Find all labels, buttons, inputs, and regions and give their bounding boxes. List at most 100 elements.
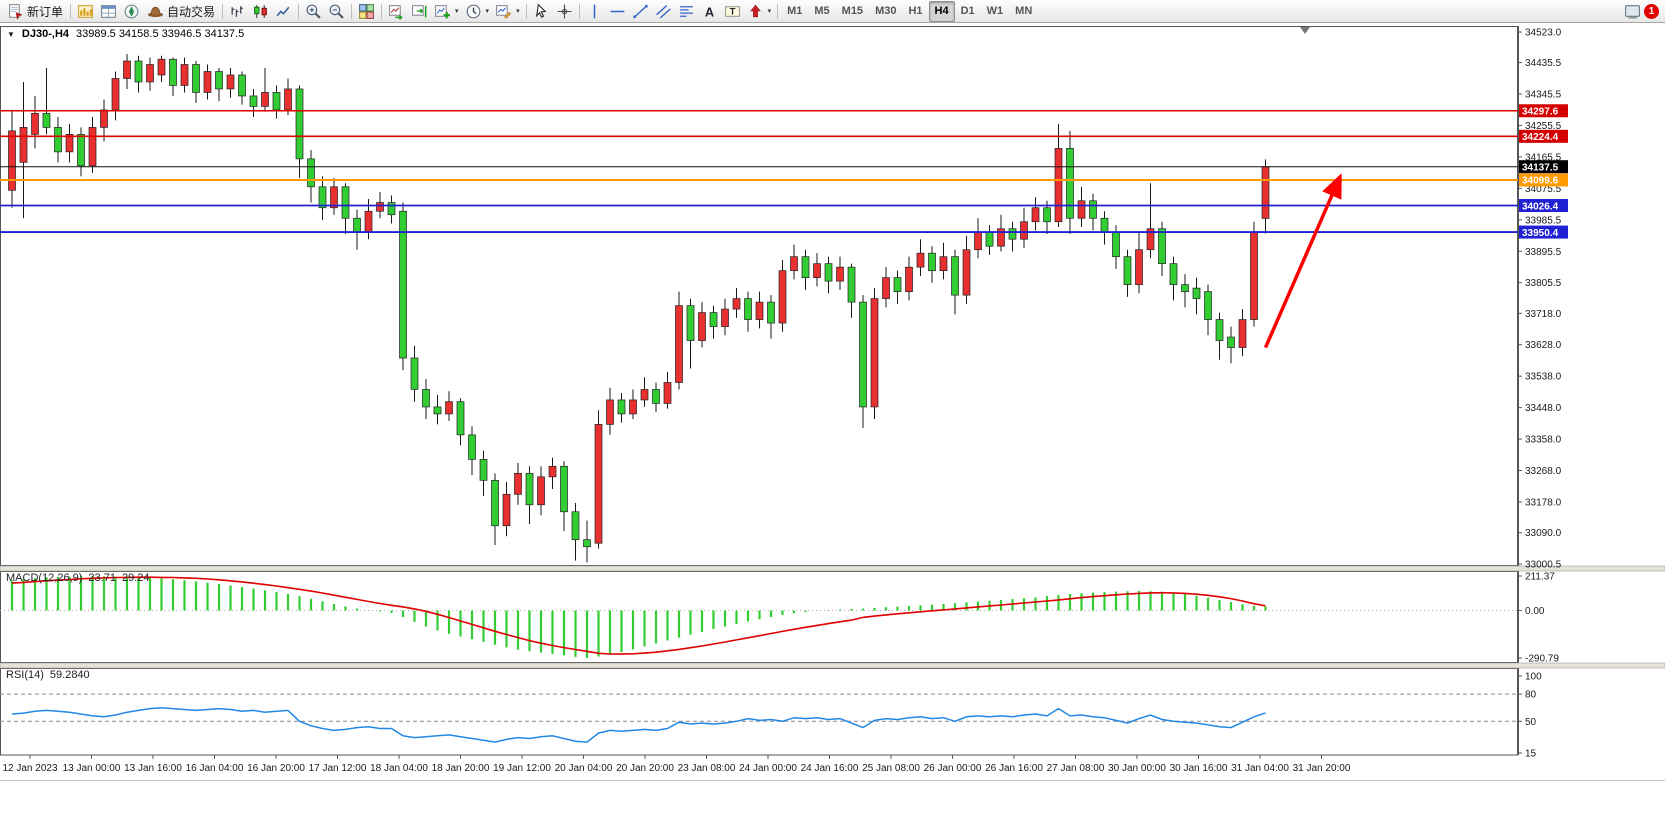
- candle-body: [652, 389, 660, 404]
- candle-body: [640, 389, 649, 401]
- candlestick-chart-button[interactable]: [249, 1, 272, 22]
- candle-body: [698, 312, 706, 341]
- price-axis-label: 34255.5: [1525, 121, 1562, 132]
- zoom-in-button[interactable]: [302, 1, 325, 22]
- timeframe-w1[interactable]: W1: [986, 5, 1004, 17]
- candle-body: [1008, 228, 1017, 240]
- vertical-line-button[interactable]: [583, 1, 606, 22]
- dropdown-icon[interactable]: ▾: [455, 8, 459, 15]
- periods-button[interactable]: ▾: [462, 1, 493, 22]
- arrow-annotation[interactable]: [1263, 173, 1342, 349]
- candle-body: [353, 217, 361, 233]
- dropdown-icon[interactable]: ▾: [485, 8, 490, 15]
- candle-body: [951, 256, 959, 296]
- rsi-label: RSI(14) 59.2840: [6, 669, 90, 681]
- candle-body: [1020, 221, 1028, 240]
- line-chart-button[interactable]: [272, 1, 295, 22]
- timeframe-m30[interactable]: M30: [875, 5, 897, 17]
- market-watch-icon: [78, 4, 93, 18]
- candle-body: [387, 202, 396, 216]
- data-window-icon: [101, 4, 116, 18]
- text-tool-button[interactable]: A: [698, 1, 721, 22]
- candle-body: [445, 401, 453, 415]
- auto-scroll-button[interactable]: [385, 1, 408, 22]
- toolbar-separator: [351, 3, 353, 19]
- svg-text:A: A: [704, 4, 713, 19]
- candle-body: [77, 134, 85, 167]
- time-axis-label: 12 Jan 2023: [2, 763, 57, 774]
- equidistant-channel-icon: [655, 4, 671, 18]
- rsi-title: RSI(14): [6, 669, 44, 681]
- candle-body: [583, 539, 591, 548]
- candle-body: [456, 401, 465, 436]
- data-window-button[interactable]: [97, 1, 120, 22]
- chart-shift-icon: [412, 4, 427, 17]
- timeframe-m1[interactable]: M1: [787, 5, 803, 17]
- time-axis-label: 18 Jan 04:00: [370, 763, 428, 774]
- indicators-button[interactable]: ▾: [431, 1, 462, 22]
- panel-splitter[interactable]: [0, 662, 1665, 669]
- chart-menu-icon[interactable]: ▼: [7, 29, 15, 39]
- candle-body: [1089, 200, 1097, 219]
- candle-body: [1169, 263, 1178, 285]
- cursor-icon: [535, 2, 546, 18]
- navigator-button[interactable]: [120, 1, 143, 22]
- macd-axis-label: -290.79: [1525, 654, 1559, 665]
- candle-body: [675, 305, 683, 383]
- new-order-button[interactable]: 新订单: [3, 1, 67, 22]
- toolbar-separator: [525, 3, 527, 19]
- candle-body: [1158, 228, 1166, 265]
- chart-shift-button[interactable]: [408, 1, 431, 22]
- horizontal-line-button[interactable]: [606, 1, 629, 22]
- market-watch-button[interactable]: [74, 1, 97, 22]
- price-axis-label: 33178.0: [1525, 497, 1562, 508]
- trendline-button[interactable]: [629, 1, 652, 22]
- timeframe-d1[interactable]: D1: [960, 5, 975, 17]
- candle-body: [399, 210, 407, 359]
- time-axis-label: 16 Jan 20:00: [247, 763, 305, 774]
- cursor-button[interactable]: [530, 1, 553, 22]
- candle-body: [376, 202, 384, 212]
- candle-body: [341, 186, 350, 219]
- price-axis-label: 34435.5: [1525, 58, 1562, 69]
- chart-canvas[interactable]: 34523.0 34435.5 34345.5 34255.5 34165.5 34075…: [0, 24, 1665, 832]
- svg-text:T: T: [729, 6, 735, 17]
- candle-body: [870, 298, 879, 408]
- new-order-label: 新订单: [27, 4, 64, 19]
- chart-symbol-title: DJ30-,H4: [21, 28, 69, 40]
- candle-body: [42, 113, 51, 128]
- candle-body: [905, 266, 913, 292]
- navigator-icon: [124, 4, 139, 18]
- templates-button[interactable]: ▾: [492, 1, 523, 22]
- timeframe-h1[interactable]: H1: [908, 5, 923, 17]
- timeframe-h4[interactable]: H4: [928, 0, 955, 22]
- autotrading-button[interactable]: 自动交易: [143, 1, 219, 22]
- candle-body: [1227, 336, 1235, 348]
- zoom-out-button[interactable]: [325, 1, 348, 22]
- time-axis-label: 26 Jan 16:00: [985, 763, 1043, 774]
- panel-splitter[interactable]: [0, 565, 1665, 572]
- timeframe-m15[interactable]: M15: [841, 5, 864, 17]
- terminal-icon[interactable]: [1624, 3, 1641, 20]
- time-axis-label: 23 Jan 08:00: [678, 763, 736, 774]
- timeframe-mn[interactable]: MN: [1015, 5, 1033, 17]
- dropdown-icon[interactable]: ▾: [767, 8, 772, 15]
- candle-body: [893, 277, 902, 292]
- dropdown-icon[interactable]: ▾: [516, 8, 520, 15]
- fibonacci-button[interactable]: [675, 1, 698, 22]
- text-label-button[interactable]: T: [721, 1, 744, 22]
- notification-badge[interactable]: 1: [1644, 3, 1659, 19]
- arrows-tool-button[interactable]: ▾: [744, 1, 775, 22]
- candle-body: [479, 458, 488, 481]
- timeframe-m5[interactable]: M5: [814, 5, 830, 17]
- crosshair-button[interactable]: [553, 1, 576, 22]
- bar-chart-button[interactable]: [226, 1, 249, 22]
- candle-body: [962, 249, 971, 296]
- tile-windows-button[interactable]: [355, 1, 378, 22]
- equidistant-channel-button[interactable]: [652, 1, 675, 22]
- time-axis-label: 30 Jan 00:00: [1108, 763, 1166, 774]
- candle-body: [859, 301, 867, 408]
- candle-body: [732, 298, 741, 310]
- chart-shift-marker[interactable]: [1300, 27, 1310, 34]
- candle-body: [836, 266, 844, 282]
